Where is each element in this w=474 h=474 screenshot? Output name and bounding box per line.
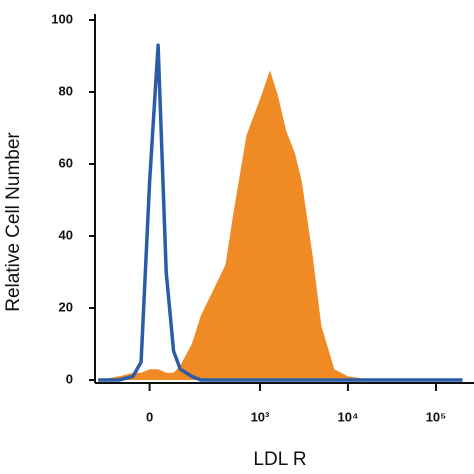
x-tick-label: 10³	[251, 409, 270, 424]
y-tick-label: 80	[59, 83, 73, 98]
histogram-line	[98, 43, 463, 382]
x-axis-title: LDL R	[253, 449, 306, 470]
y-axis-title: Relative Cell Number	[3, 132, 24, 312]
y-tick-label: 60	[59, 155, 73, 170]
x-tick-label: 10⁵	[426, 409, 447, 424]
x-tick-label: 0	[146, 409, 153, 424]
y-tick-label: 100	[51, 11, 73, 26]
y-tick-label: 40	[59, 227, 73, 242]
y-tick-label: 20	[59, 299, 73, 314]
y-tick-label: 0	[66, 371, 73, 386]
x-tick-label: 10⁴	[337, 409, 358, 424]
histogram-area	[98, 70, 463, 381]
